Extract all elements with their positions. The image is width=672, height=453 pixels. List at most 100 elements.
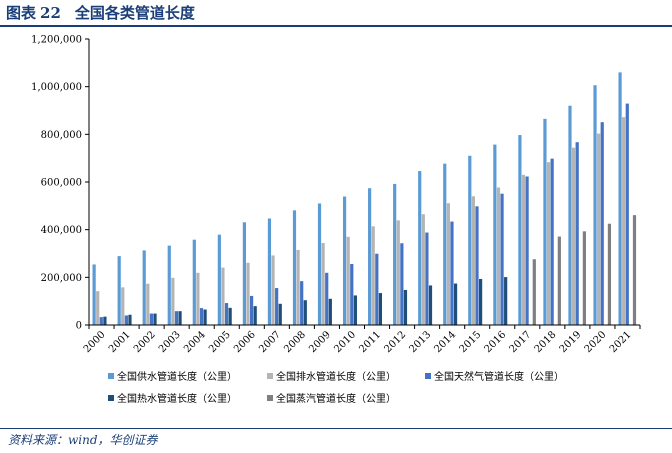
bar-2005-s4 [228,307,232,325]
bar-2007-s4 [278,303,282,325]
bar-2018-s1 [543,118,547,325]
figure-label: 图表 [6,4,37,22]
x-tick-label: 2016 [483,329,509,355]
x-tick-label: 2021 [608,329,634,355]
bar-2020-s5 [607,223,612,325]
y-tick-label: 1,200,000 [31,35,82,46]
bar-2003-s1 [167,245,171,325]
x-tick-label: 2014 [433,329,459,355]
y-tick-label: 800,000 [41,130,82,141]
x-tick-label: 2007 [257,329,283,355]
bar-2004-s2 [196,272,200,325]
bar-2015-s1 [468,155,472,325]
bar-2010-s1 [342,196,347,325]
bar-2013-s4 [428,285,433,325]
bar-2008-s1 [292,210,297,325]
x-tick-label: 2012 [382,329,408,355]
bar-2009-s2 [321,243,325,325]
bar-2000-s2 [96,291,100,325]
bar-2005-s1 [217,234,221,325]
bar-2002-s2 [146,283,150,325]
legend-label: 全国天然气管道长度（公里） [434,370,564,383]
bar-2013-s2 [421,214,425,325]
bar-2016-s4 [504,277,508,325]
bar-2020-s2 [597,133,601,325]
x-tick-label: 2006 [232,329,258,355]
bar-2015-s3 [475,206,479,325]
bar-2016-s2 [496,187,501,325]
y-tick-label: 600,000 [41,178,82,189]
bar-2017-s5 [532,259,536,325]
bar-2017-s3 [525,176,529,325]
x-tick-label: 2013 [407,329,433,355]
bar-2020-s3 [600,122,604,326]
x-tick-label: 2019 [558,329,584,355]
bar-2002-s3 [149,313,154,325]
bar-2003-s3 [174,311,179,325]
bar-2019-s1 [568,105,572,325]
figure-title-text: 全国各类管道长度 [74,4,195,22]
legend-label: 全国热水管道长度（公里） [117,392,237,405]
bar-2009-s4 [328,298,332,325]
x-tick-label: 2010 [332,329,358,355]
legend-label: 全国供水管道长度（公里） [117,370,237,383]
bar-2011-s2 [371,226,375,325]
bar-2019-s2 [571,147,576,325]
bar-2005-s3 [224,303,229,325]
y-tick-label: 400,000 [41,225,82,236]
x-tick-label: 2003 [157,329,183,355]
bar-2008-s3 [300,281,304,325]
bar-2017-s2 [521,174,526,325]
bars-group [92,72,637,326]
bar-2009-s3 [325,272,329,325]
bar-2002-s1 [142,250,146,325]
bar-2005-s2 [221,267,225,325]
x-tick-label: 2000 [82,329,108,355]
bar-2006-s2 [246,262,250,325]
bar-2010-s4 [353,295,357,325]
bar-2000-s1 [92,264,96,325]
bar-2006-s3 [250,295,254,325]
bar-2020-s1 [593,85,597,326]
bar-2004-s4 [203,309,207,325]
bar-2004-s1 [192,239,196,325]
legend-swatch [267,395,273,401]
x-tick-label: 2001 [107,329,133,355]
bar-2001-s2 [121,287,125,325]
bar-2011-s1 [368,188,372,325]
legend-swatch [267,373,273,379]
bar-2012-s3 [400,243,404,325]
legend-swatch [108,395,114,401]
bar-2018-s5 [557,236,561,325]
x-tick-label: 2011 [357,329,383,355]
bar-2016-s3 [500,193,504,325]
bar-2012-s1 [393,183,397,325]
x-tick-label: 2004 [182,329,208,355]
bar-2006-s4 [253,306,257,325]
title-rule [0,25,672,27]
x-tick-label: 2005 [207,329,233,355]
y-tick-label: 1,000,000 [31,82,82,93]
y-tick-label: 200,000 [41,273,82,284]
bar-2016-s1 [493,144,497,325]
bar-2021-s3 [625,103,629,325]
bar-2008-s2 [296,249,300,325]
bar-2021-s5 [632,215,637,325]
bar-2019-s5 [582,231,586,325]
legend-label: 全国蒸汽管道长度（公里） [276,392,396,405]
bar-2010-s3 [350,263,354,325]
bar-2015-s4 [479,279,483,325]
bar-2006-s1 [242,222,246,325]
bar-2009-s1 [317,203,322,325]
bar-2014-s2 [446,203,450,325]
x-tick-label: 2020 [583,329,609,355]
bar-2014-s1 [443,163,447,325]
bar-2019-s3 [575,142,579,325]
figure-number: 22 [40,4,61,22]
legend-swatch [425,373,431,379]
y-tick-label: 0 [76,321,82,332]
bar-2001-s1 [117,256,121,325]
figure-title: 图表 22 全国各类管道长度 [6,2,195,23]
bar-2007-s2 [271,255,275,325]
bar-2014-s3 [450,221,454,325]
